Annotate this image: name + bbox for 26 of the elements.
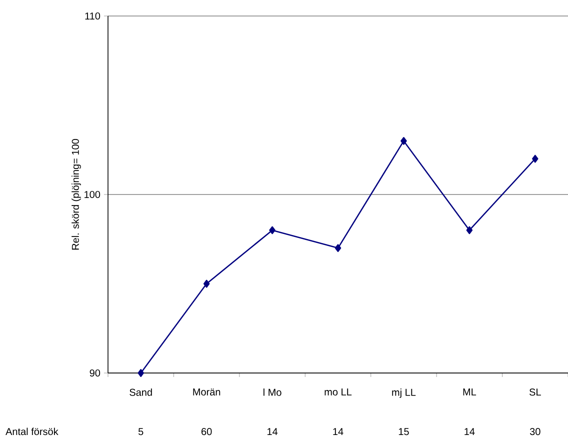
text: 14 [464,428,475,435]
point [203,280,210,288]
x-tick-label: Morän [193,388,220,396]
text: 15 [398,428,409,436]
x-tick-label: ML [463,388,476,396]
x-tick-label: SL [529,388,541,396]
y-tick-label: 110 [85,12,100,20]
text: Antal försök [6,428,58,436]
point [138,369,144,377]
point [400,137,407,145]
point [466,226,473,234]
x-tick-label: l Mo [264,388,282,396]
y-tick-label: 90 [90,369,100,377]
y-tick-label: 100 [84,190,100,198]
point [532,154,538,163]
text: 30 [530,428,540,436]
y-axis-title: Rel. skörd (plöjning= 100 [72,139,81,250]
point [334,244,342,252]
text: 14 [267,428,278,435]
text: 60 [202,428,212,436]
point [269,226,276,234]
text: 5 [138,428,144,436]
x-tick-label: mo LL [324,388,352,396]
x-tick-label: mj LL [392,388,416,398]
text: 14 [333,428,344,435]
x-tick-label: Sand [130,388,152,396]
